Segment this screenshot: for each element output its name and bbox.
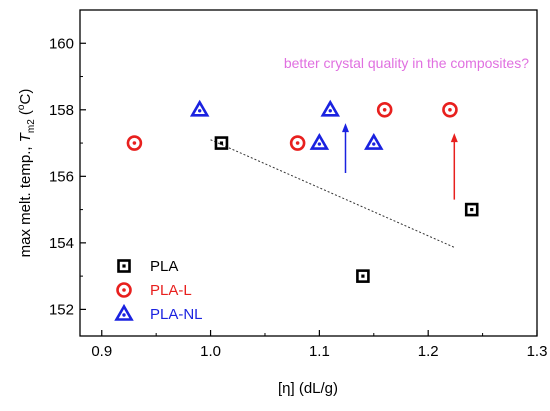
x-tick-label: 0.9 — [91, 343, 112, 360]
x-tick-label: 1.3 — [527, 343, 548, 360]
y-tick-label: 158 — [49, 102, 74, 119]
x-axis-ticks: 0.9 1.0 1.1 1.2 1.3 — [91, 330, 547, 360]
y-axis-label-main: max melt. temp., — [17, 142, 34, 257]
data-points — [126, 99, 479, 283]
annotation-arrows — [341, 123, 458, 200]
data-point-pla-l — [126, 135, 143, 151]
plot-frame — [79, 9, 538, 337]
data-point-pla-nl — [320, 99, 341, 117]
data-point-pla-nl — [309, 132, 330, 150]
legend-label: PLA — [150, 258, 178, 275]
x-tick-label: 1.1 — [309, 343, 330, 360]
legend-marker — [116, 282, 132, 298]
x-tick-label: 1.0 — [200, 343, 221, 360]
y-axis-label-unit-sup: o — [16, 104, 27, 110]
data-point-pla-l — [442, 101, 458, 118]
y-tick-label: 160 — [49, 35, 74, 52]
x-tick-label: 1.2 — [418, 343, 439, 360]
y-axis-label: max melt. temp., Tm2 (oC) — [16, 89, 37, 258]
y-axis-label-symbol: T — [17, 131, 34, 142]
data-point-pla-nl — [189, 99, 210, 117]
arrow-head — [341, 123, 349, 133]
y-tick-label: 156 — [49, 168, 74, 185]
data-point-pla — [464, 202, 479, 217]
y-axis-ticks: 152 154 156 158 160 — [49, 35, 86, 318]
legend: PLA PLA-L PLA-NL — [114, 258, 203, 323]
trendline — [210, 139, 456, 249]
arrow-head — [450, 133, 458, 143]
data-point-pla-l — [376, 101, 393, 118]
legend-marker — [114, 303, 134, 321]
x-axis-label: [η] (dL/g) — [278, 380, 338, 397]
y-axis-label-unit-open: ( — [17, 110, 34, 119]
legend-marker — [117, 259, 131, 273]
y-tick-label: 154 — [49, 235, 74, 252]
data-point-pla — [356, 269, 370, 283]
annotation-text: better crystal quality in the composites… — [284, 55, 529, 71]
data-point-pla-nl — [364, 132, 384, 150]
data-point-pla — [214, 136, 229, 150]
legend-label: PLA-NL — [150, 306, 203, 323]
y-tick-label: 152 — [49, 301, 74, 318]
y-axis-label-unit-close: C) — [17, 89, 34, 105]
legend-label: PLA-L — [150, 282, 192, 299]
data-point-pla-l — [289, 135, 306, 151]
y-axis-label-subscript: m2 — [26, 119, 37, 133]
